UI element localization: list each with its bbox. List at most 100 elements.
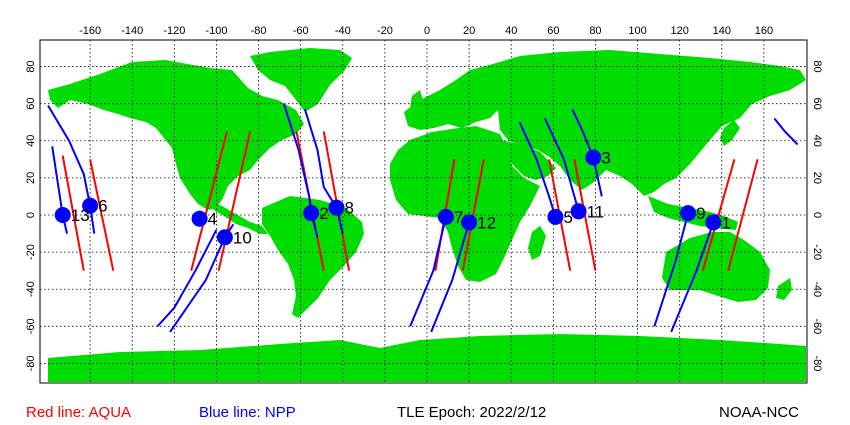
- satellite-marker-12: [461, 214, 478, 231]
- satellite-label-6: 6: [98, 197, 107, 216]
- lon-tick-label: -140: [121, 25, 143, 37]
- lon-tick-label: -20: [377, 25, 393, 37]
- satellite-label-13: 13: [71, 206, 90, 225]
- lat-tick-label-right: 0: [811, 212, 823, 218]
- satellite-label-10: 10: [233, 228, 252, 247]
- lon-tick-label: 0: [424, 25, 430, 37]
- npp-orbit-track: [571, 108, 603, 197]
- lon-tick-label: 80: [589, 25, 601, 37]
- satellite-marker-10: [216, 229, 233, 246]
- land-africa: [390, 126, 540, 282]
- land-antarctica: [48, 334, 806, 382]
- satellite-marker-3: [585, 149, 602, 166]
- aqua-orbit-track: [461, 159, 485, 271]
- npp-orbit-track: [518, 121, 557, 218]
- satellite-marker-1: [705, 214, 722, 231]
- land-asia: [486, 50, 806, 196]
- lat-tick-label-right: 20: [811, 172, 823, 184]
- lon-tick-label: -80: [251, 25, 267, 37]
- satellite-label-1: 1: [721, 213, 730, 232]
- satellite-marker-2: [303, 205, 320, 222]
- npp-orbit-track: [47, 104, 96, 234]
- lat-tick-label-left: 0: [25, 212, 37, 218]
- axis-ticks: -160 -140 -120 -100 -80 -60 -40 -20 0 20 40 60 80 100…: [25, 25, 823, 371]
- lon-tick-label: -120: [163, 25, 185, 37]
- satellite-marker-8: [328, 199, 345, 216]
- aqua-orbit-track: [701, 159, 736, 271]
- lon-tick-label: 60: [547, 25, 559, 37]
- lat-tick-label-right: 60: [811, 98, 823, 110]
- satellite-label-11: 11: [587, 202, 605, 221]
- npp-orbit-track: [653, 212, 690, 327]
- satellite-label-5: 5: [563, 208, 572, 227]
- satellite-label-9: 9: [696, 204, 705, 223]
- satellite-marker-13: [54, 207, 71, 223]
- lat-tick-label-left: -40: [25, 281, 37, 297]
- aqua-orbit-track: [190, 131, 228, 271]
- satellite-label-8: 8: [344, 199, 353, 218]
- lat-tick-label-right: -40: [811, 281, 823, 297]
- tle-epoch-label: TLE Epoch: 2022/2/12: [397, 404, 547, 421]
- land-arabia: [500, 140, 556, 180]
- satellite-label-2: 2: [319, 204, 328, 223]
- aqua-orbit-track: [217, 131, 252, 271]
- satellite-label-4: 4: [208, 210, 217, 229]
- npp-orbit-track: [409, 216, 447, 327]
- lat-tick-label-right: -60: [811, 318, 823, 334]
- aqua-legend: Red line: AQUA: [26, 404, 132, 421]
- lon-tick-label: 140: [713, 25, 731, 37]
- satellite-label-7: 7: [454, 208, 463, 227]
- lon-tick-label: -100: [205, 25, 227, 37]
- npp-orbit-track: [430, 222, 471, 333]
- lon-tick-label: -40: [335, 25, 351, 37]
- satellite-marker-11: [570, 203, 587, 220]
- lat-tick-label-left: 80: [25, 60, 37, 72]
- aqua-orbit-track: [89, 159, 115, 271]
- satellite-marker-9: [680, 205, 697, 222]
- npp-orbit-track: [303, 108, 344, 234]
- land-british-isles: [410, 90, 424, 112]
- satellite-label-12: 12: [477, 213, 496, 232]
- land-europe: [404, 66, 504, 130]
- npp-orbit-track: [156, 229, 218, 327]
- lat-tick-label-left: 60: [25, 98, 37, 110]
- land-australia: [662, 232, 770, 302]
- lon-tick-label: 20: [463, 25, 475, 37]
- lon-tick-label: 120: [670, 25, 688, 37]
- aqua-orbit-track: [727, 159, 759, 271]
- npp-orbit-track: [282, 103, 319, 238]
- lon-tick-label: 160: [755, 25, 773, 37]
- npp-orbit-track: [670, 222, 715, 333]
- lat-tick-label-left: -60: [25, 318, 37, 334]
- landmasses: [48, 48, 806, 382]
- lat-tick-label-right: 40: [811, 135, 823, 147]
- land-south-america: [262, 196, 364, 318]
- source-credit: NOAA-NCC: [719, 404, 800, 421]
- lat-tick-label-right: -20: [811, 244, 823, 260]
- npp-orbit-track: [773, 117, 799, 146]
- satellite-marker-6: [82, 197, 99, 214]
- satellite-marker-7: [437, 208, 454, 225]
- land-madagascar: [528, 226, 546, 260]
- npp-legend: Blue line: NPP: [199, 404, 296, 421]
- satellite-marker-5: [547, 208, 564, 225]
- lon-tick-label: -60: [293, 25, 309, 37]
- lat-tick-label-right: -80: [811, 355, 823, 371]
- lon-tick-label: 100: [628, 25, 646, 37]
- lat-tick-label-left: 40: [25, 135, 37, 147]
- land-japan: [720, 120, 740, 146]
- lat-tick-label-left: 20: [25, 172, 37, 184]
- lat-tick-label-left: -20: [25, 244, 37, 260]
- lat-tick-label-right: 80: [811, 60, 823, 72]
- lat-tick-label-left: -80: [25, 355, 37, 371]
- orbit-tracks: [47, 103, 799, 333]
- satellite-marker-4: [191, 210, 208, 227]
- lon-tick-label: 40: [505, 25, 517, 37]
- coordinate-grid: [40, 40, 807, 383]
- lon-tick-label: -160: [79, 25, 101, 37]
- land-central-america: [208, 200, 268, 234]
- satellite-label-3: 3: [601, 148, 610, 167]
- aqua-orbit-track: [61, 155, 85, 271]
